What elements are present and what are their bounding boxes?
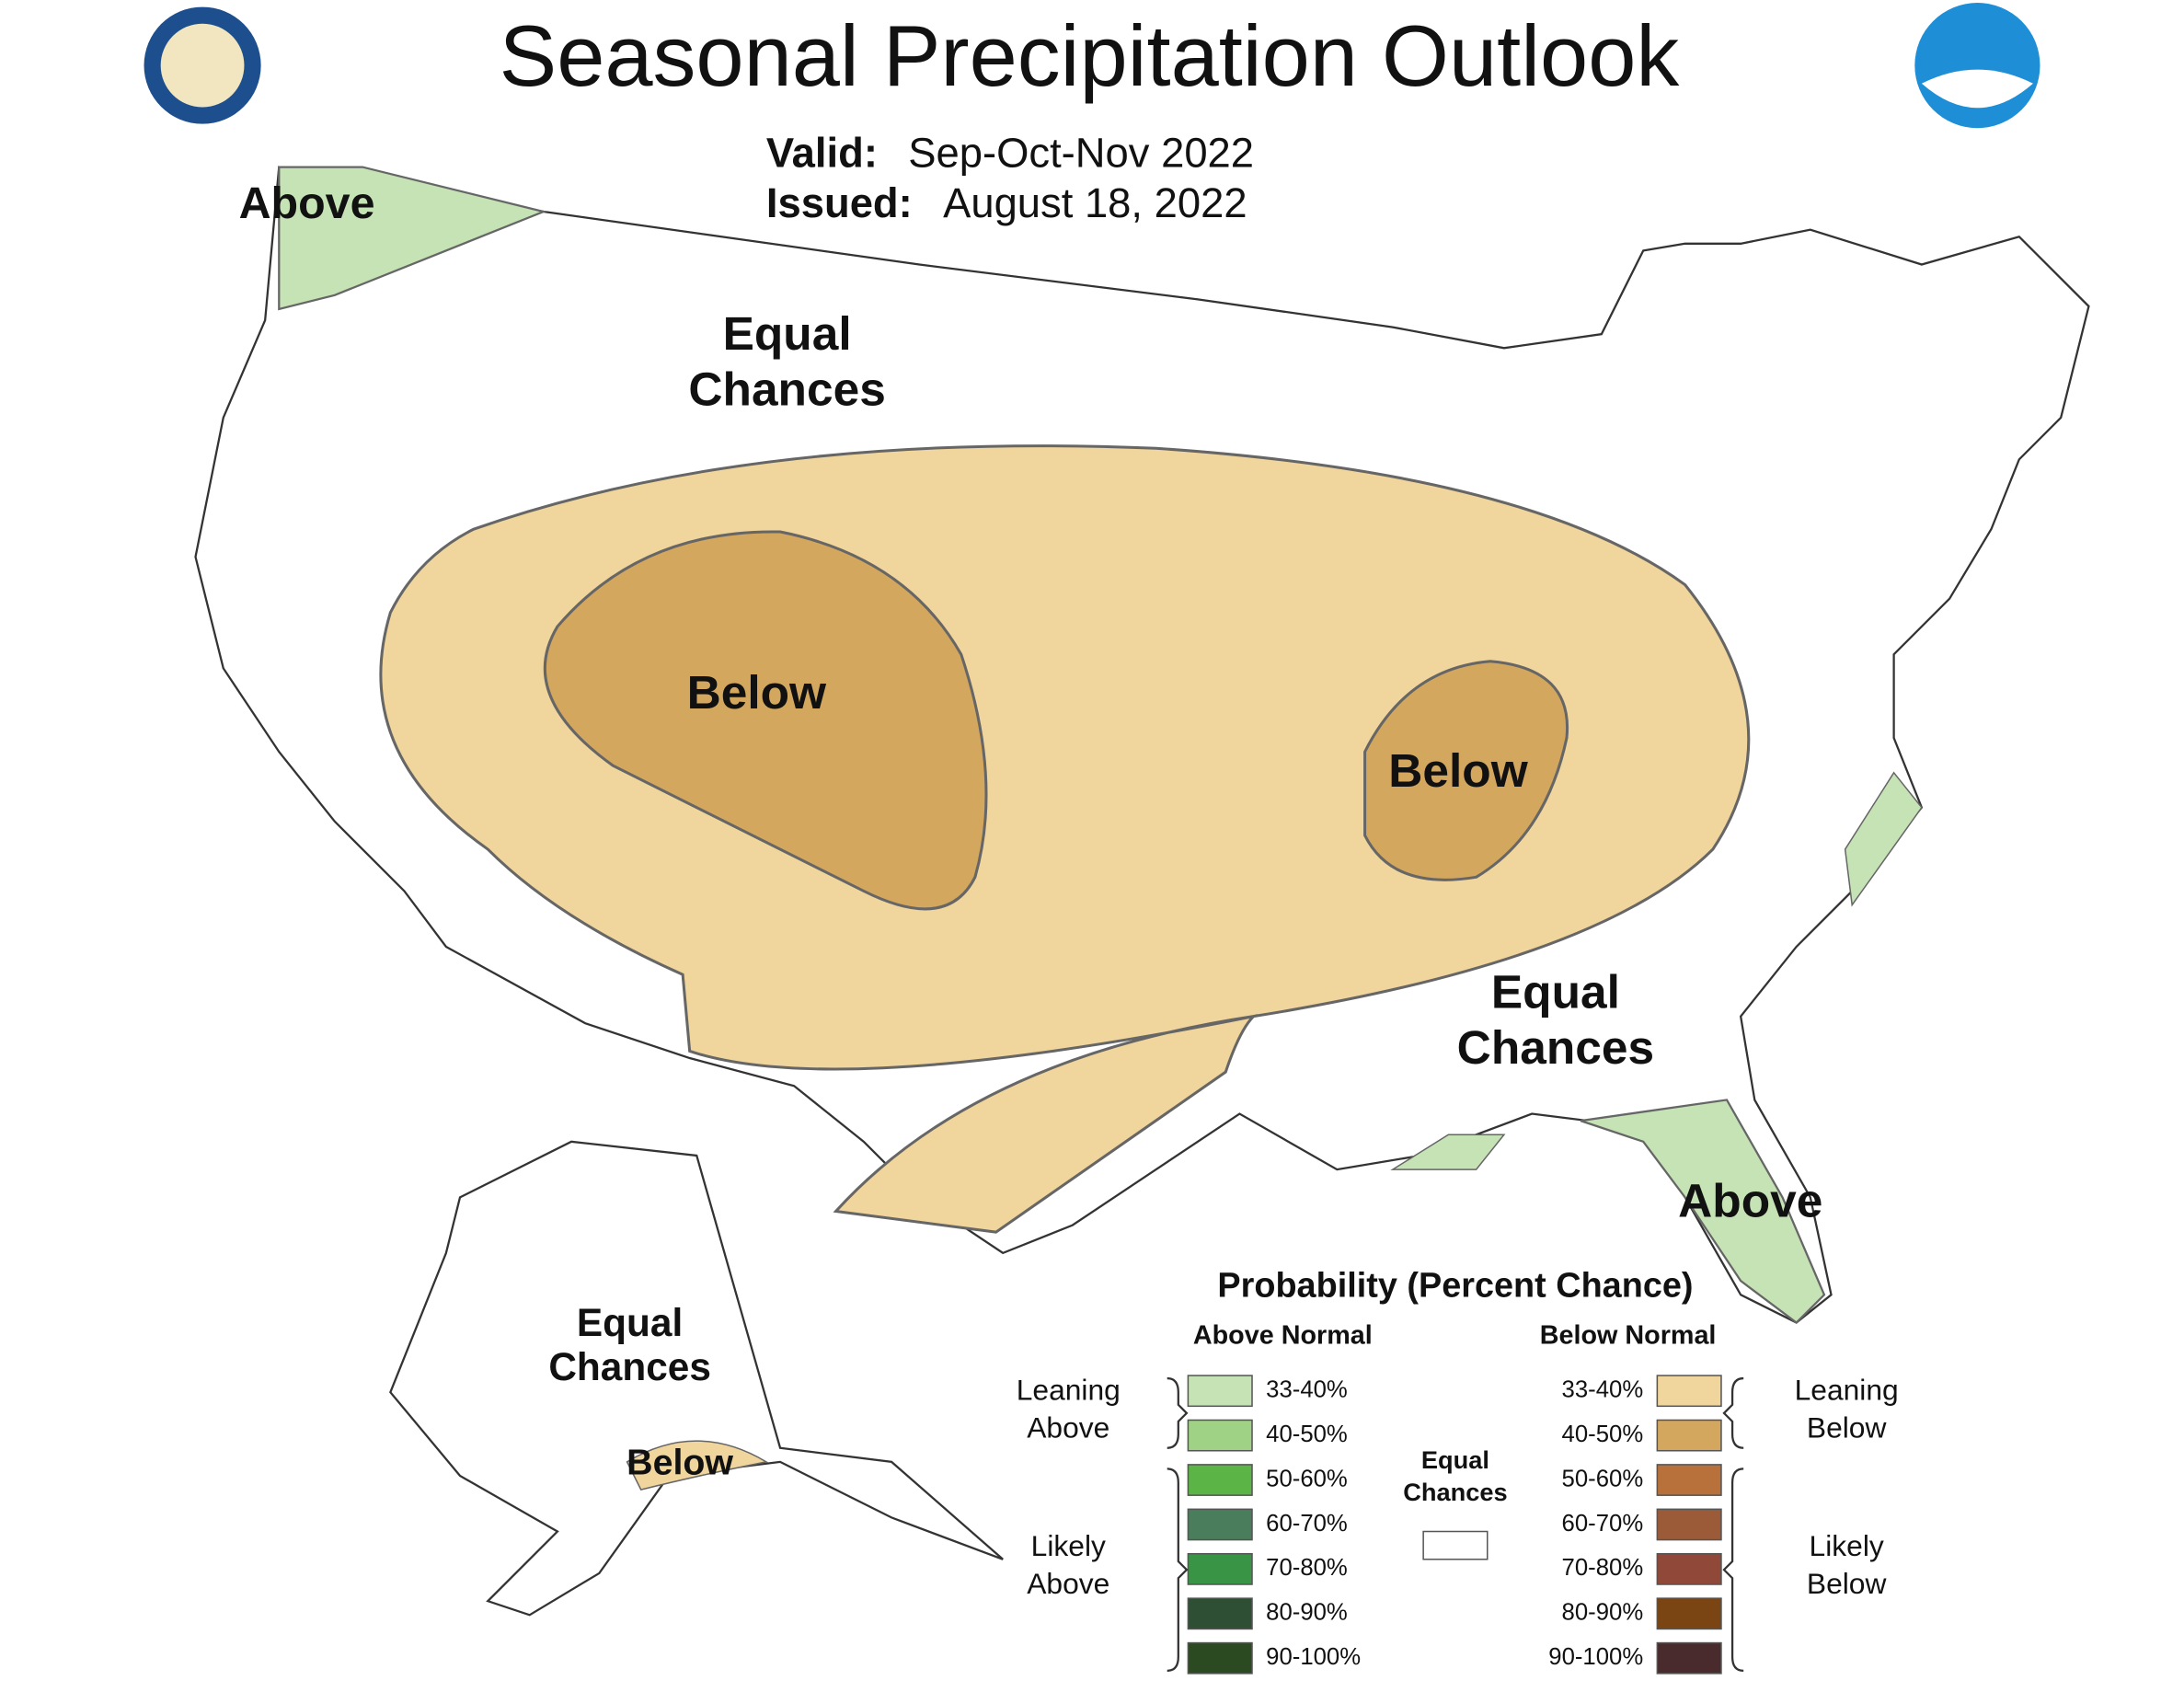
legend-swatch [1656,1597,1722,1630]
legend-label: 70-80% [1562,1555,1644,1581]
region-label: Below [626,1442,733,1482]
legend-label: 50-60% [1562,1466,1644,1491]
legend-label: 90-100% [1548,1644,1643,1670]
legend-group-label: Leaning [1795,1374,1899,1407]
legend-swatch [1187,1552,1253,1585]
legend-bracket [1722,1376,1744,1449]
legend-swatch [1187,1375,1253,1408]
legend-swatch [1656,1552,1722,1585]
above-nw-area [278,166,547,311]
legend-swatch [1187,1464,1253,1496]
issued-value: August 18, 2022 [943,179,1247,226]
legend-swatch [1656,1464,1722,1496]
legend-swatch [1187,1597,1253,1630]
alaska-outline [389,1140,1004,1617]
legend-swatch [1187,1419,1253,1452]
legend-label: 40-50% [1266,1422,1348,1447]
legend-above-title: Above Normal [1193,1320,1373,1350]
legend-group-label: Leaning [1017,1374,1121,1407]
legend-label: 60-70% [1266,1511,1348,1537]
above-nc-area [1844,771,1923,907]
legend-equal-swatch [1422,1530,1489,1560]
legend-label: 33-40% [1562,1376,1644,1402]
legend-swatch [1656,1508,1722,1541]
commerce-seal-inner [160,23,245,108]
below-alaska-area [626,1440,768,1491]
below-midwest-area [1363,660,1569,881]
legend-swatch [1187,1508,1253,1541]
noaa-logo-wave [1921,69,2033,109]
noaa-logo [1914,3,2040,129]
above-gulf-area [1390,1134,1506,1170]
valid-value: Sep-Oct-Nov 2022 [908,129,1254,176]
legend-label: 50-60% [1266,1466,1348,1491]
legend-bracket [1167,1376,1189,1449]
below-west-area [543,530,988,911]
legend-label: 80-90% [1266,1600,1348,1626]
valid-label: Valid: [766,129,878,176]
region-label: Equal [577,1301,683,1344]
legend-swatch [1656,1419,1722,1452]
region-label: Below [687,665,827,719]
legend-equal-label: Equal [1421,1445,1489,1474]
legend-swatch [1187,1641,1253,1675]
legend-bracket [1167,1468,1189,1672]
legend-group-label: Above [1027,1410,1109,1444]
legend-swatch [1656,1641,1722,1675]
region-label: Chances [548,1345,711,1388]
legend-group-label: Below [1807,1410,1888,1444]
region-label: Equal [723,306,852,360]
legend-equal-label: Chances [1403,1478,1507,1506]
legend-label: 80-90% [1562,1600,1644,1626]
legend-swatch [1656,1375,1722,1408]
legend-group-label: Above [1027,1567,1109,1600]
region-label: Below [1388,743,1528,797]
region-label: Chances [1457,1020,1654,1074]
legend-label: 40-50% [1562,1422,1644,1447]
legend-group-label: Likely [1031,1529,1106,1562]
legend-label: 33-40% [1266,1376,1348,1402]
legend-group-label: Likely [1810,1529,1884,1562]
above-florida-area [1580,1099,1826,1325]
legend-bracket [1722,1468,1744,1672]
legend-label: 90-100% [1266,1644,1361,1670]
legend-label: 70-80% [1266,1555,1348,1581]
issued-label: Issued: [766,179,913,226]
region-label: Above [1678,1174,1822,1227]
region-label: Chances [688,362,885,415]
legend-below-title: Below Normal [1540,1320,1717,1350]
legend-label: 60-70% [1562,1511,1644,1537]
legend-title: Probability (Percent Chance) [1217,1267,1693,1306]
title: Seasonal Precipitation Outlook [500,7,1681,104]
region-label: Equal [1491,965,1620,1019]
legend-group-label: Below [1807,1567,1888,1600]
region-label: Above [239,178,375,228]
